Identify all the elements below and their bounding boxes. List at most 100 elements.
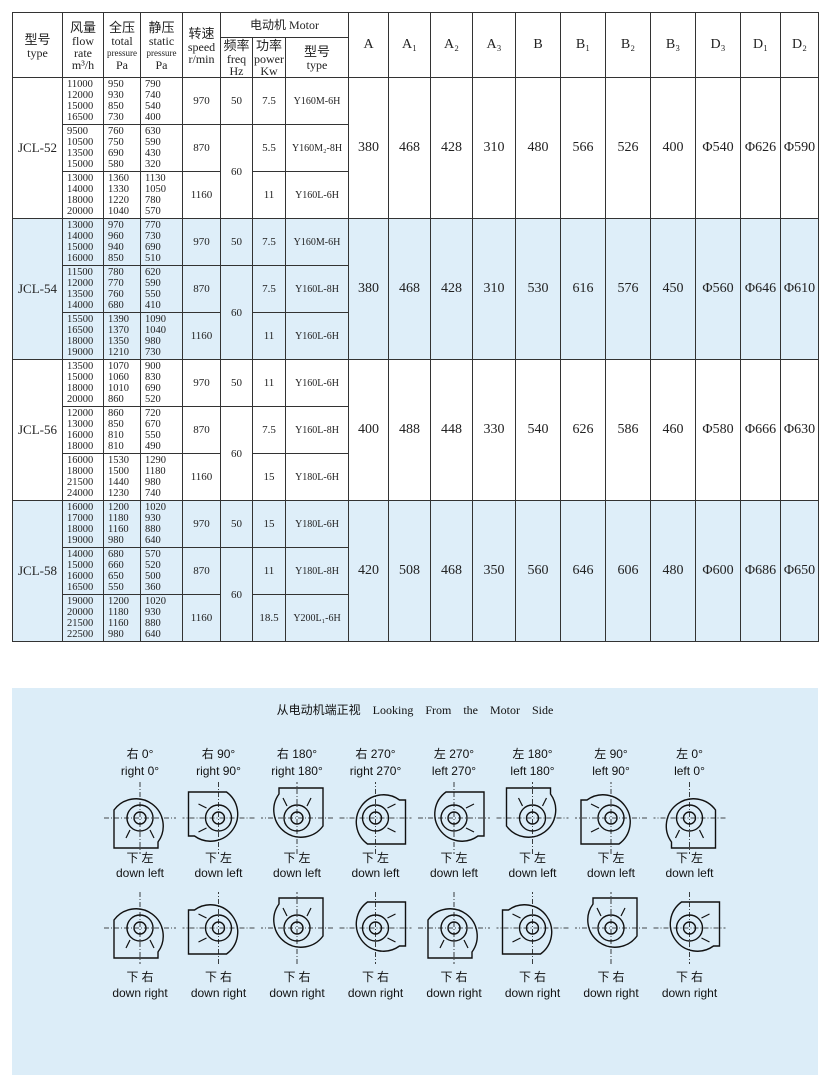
header-text: static [148,33,175,48]
speed: 970 [182,359,221,407]
header-cell: 静压 static pressure Pa [140,12,183,78]
hub [447,921,461,935]
flow-value: 19000 [67,596,94,607]
header-text: m³/h [71,57,95,72]
total-value: 580 [108,159,124,170]
dimension: 540 [515,359,562,501]
header-text: A₁ [402,37,418,52]
direction-en: down right [426,986,482,1000]
speed: 970 [182,500,221,548]
motor-base [387,913,396,943]
dimension: 526 [605,77,652,219]
total-value: 1230 [108,488,129,499]
power: 11 [252,547,286,595]
header-cell: A₃ [472,12,517,78]
static-value: 690 [145,242,161,253]
static-value: 1130 [145,173,166,184]
direction-cn: 下 左 [519,850,546,865]
flow-cell: 13500 15000 18000 20000 [62,359,104,407]
hub [682,811,697,825]
flow-value: 15000 [67,101,94,112]
header-text: speed [187,39,216,54]
flow-value: 15000 [67,242,94,253]
total-value: 1330 [108,184,129,195]
total-value: 810 [108,441,124,452]
fan-icon [261,782,333,854]
scroll-casing [355,901,407,952]
impeller [283,914,311,942]
dimension: 460 [650,359,697,501]
dimension: Φ540 [695,77,742,219]
flow-value: 17000 [67,513,94,524]
direction-cn: 下 左 [126,850,153,865]
dimension: 480 [515,77,562,219]
hub [604,921,618,935]
flow-value: 16500 [67,325,94,336]
flow-cell: 12000 13000 16000 18000 [62,406,104,454]
orientation-cn: 左 0° [676,746,703,761]
static-cell: 1290 1180 980 740 [140,453,183,501]
header-cell: B₁ [560,12,607,78]
motor-type: Y160L-6H [284,312,350,360]
speed: 870 [182,265,221,313]
static-cell: 900 830 690 520 [140,359,183,407]
flow-value: 13500 [67,148,94,159]
flow-value: 21500 [67,477,94,488]
total-value: 1210 [108,347,129,358]
header-cell: 风量 flow rate m³/h [62,12,104,78]
static-value: 570 [145,206,161,217]
power: 18.5 [252,594,286,642]
direction-en: down right [191,986,247,1000]
orientation-en: right 180° [271,764,323,778]
panel-title: 从电动机端正视 Looking From the Motor Side [277,702,554,717]
orientation-cn: 左 90° [594,746,628,761]
total-value: 860 [108,408,124,419]
dimension: 646 [560,500,607,642]
total-value: 1370 [108,325,129,336]
model-name: JCL-56 [12,359,63,501]
flow-cell: 13000 14000 18000 20000 [62,171,104,219]
flow-value: 16000 [67,502,94,513]
flow-value: 16000 [67,253,94,264]
dimension: 488 [388,359,432,501]
group-row: 13000 14000 18000 20000 1360 1330 1220 1040 1130… [13,171,819,219]
header-text: A₂ [444,37,460,52]
group-row: 14000 15000 16000 16500 680 660 650 550 570 520 50… [13,547,819,642]
fan-icon [653,892,726,964]
header-text: freq [226,52,247,66]
fan-icon [496,892,569,964]
motor-base [387,803,396,833]
scroll-casing [113,798,164,849]
speed: 970 [182,77,221,125]
static-value: 740 [145,90,161,101]
total-value: 730 [108,112,124,123]
static-value: 590 [145,278,161,289]
power: 11 [252,359,286,407]
total-value: 690 [108,148,124,159]
motor-base [125,829,155,839]
hub [133,811,147,825]
header-text: 电动机 Motor [250,18,320,32]
header-text: Hz [229,64,244,78]
direction-en: down left [116,866,165,880]
orientation-cn: 右 180° [277,746,317,761]
dimension: Φ686 [740,500,782,642]
speed: 1160 [182,312,221,360]
direction-cn: 下 右 [205,969,232,984]
hub [368,811,383,825]
dimension: 428 [430,218,474,360]
direction-cn: 下 左 [362,850,389,865]
dimension: 508 [388,500,432,642]
direction-en: down right [505,986,561,1000]
static-value: 980 [145,336,161,347]
header-text: 频率 [223,38,250,53]
dimension: Φ666 [740,359,782,501]
total-value: 860 [108,394,124,405]
total-value: 970 [108,220,124,231]
orientation-en: left 0° [674,764,705,778]
hub [290,811,304,825]
direction-en: down right [269,986,325,1000]
scroll-casing [587,897,638,948]
spec-table: 型号 type 风量 flow rate m³/h 全压 total pressure Pa 静压 s… [12,12,820,642]
